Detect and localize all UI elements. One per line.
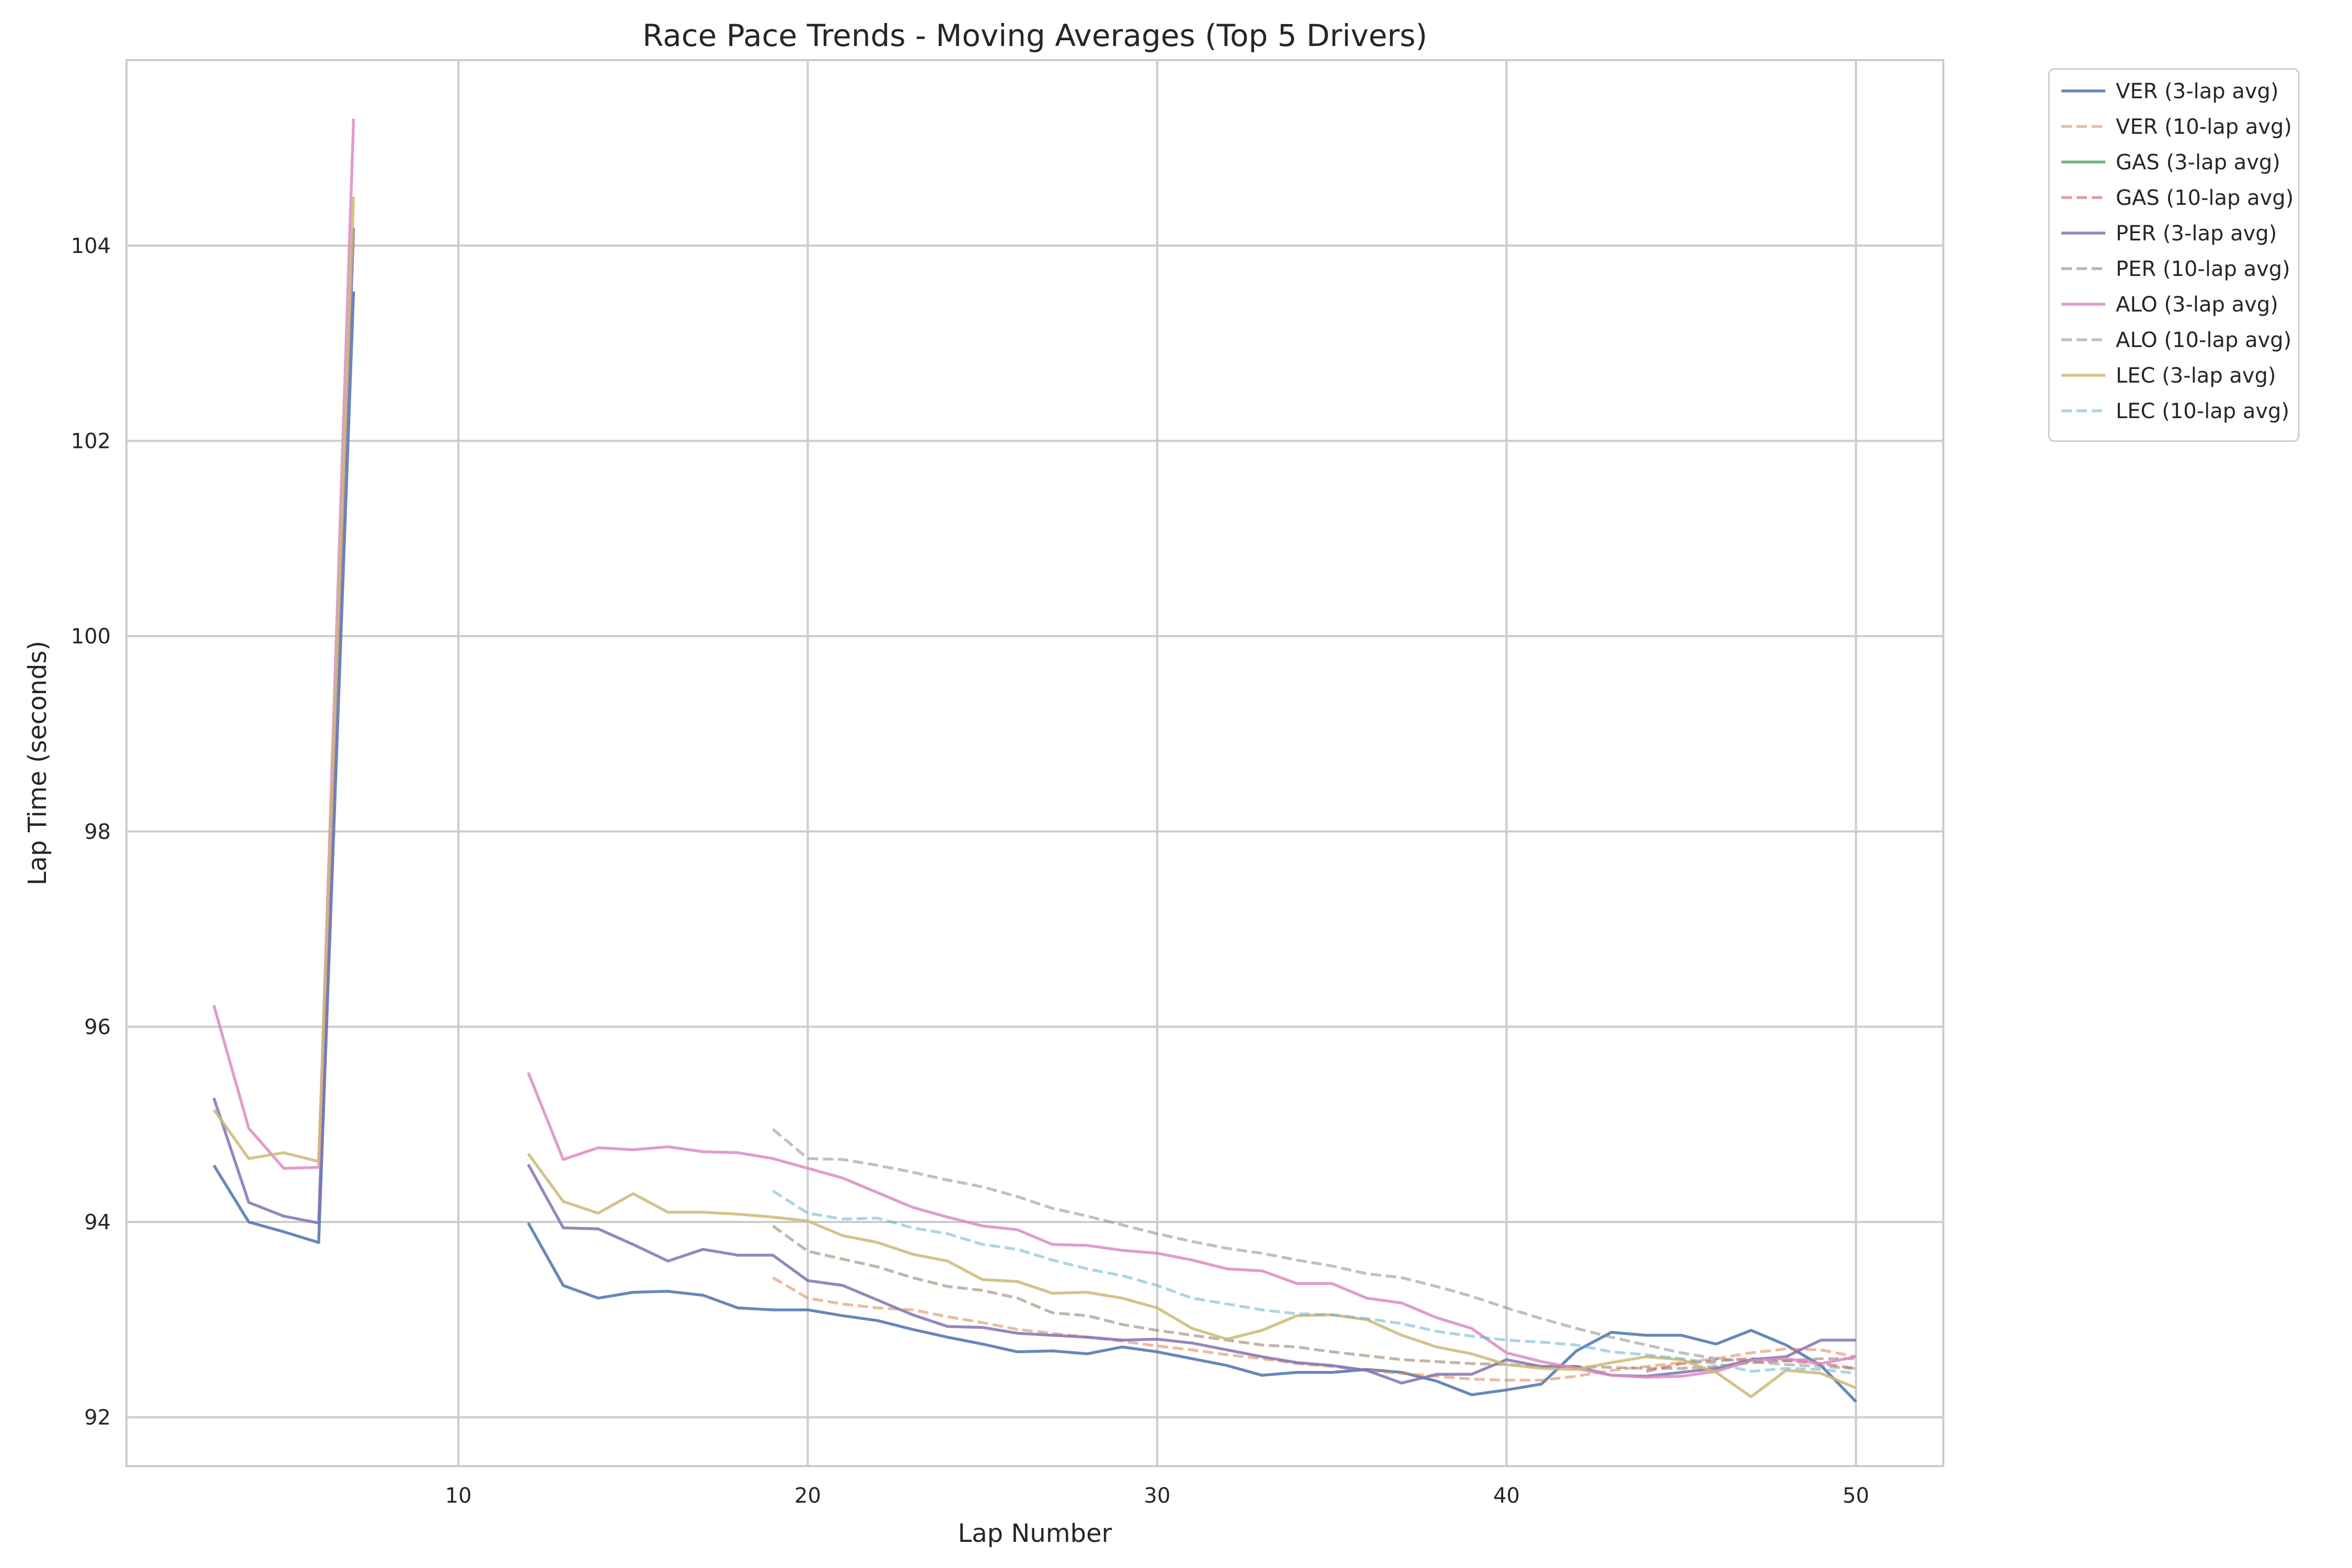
legend-label-9: LEC (10-lap avg) — [2116, 399, 2289, 423]
y-axis-label: Lap Time (seconds) — [23, 641, 52, 885]
plot-frame — [125, 59, 1944, 1467]
series-line-4 — [212, 228, 355, 1225]
y-tick-label: 94 — [84, 1210, 111, 1235]
series-line-6 — [527, 1072, 1857, 1379]
legend-label-3: GAS (10-lap avg) — [2116, 186, 2293, 210]
x-tick-label: 50 — [1842, 1484, 1869, 1508]
y-tick-label: 92 — [84, 1406, 111, 1430]
y-tick-label: 104 — [71, 234, 111, 258]
legend-label-6: ALO (3-lap avg) — [2116, 293, 2278, 317]
y-tick-label: 102 — [71, 430, 111, 454]
series-line-5 — [772, 1225, 1856, 1370]
series-line-0 — [527, 1222, 1857, 1403]
series-line-7 — [771, 1128, 1857, 1370]
legend-label-5: PER (10-lap avg) — [2116, 257, 2290, 281]
y-tick-label: 98 — [84, 820, 111, 844]
chart-title: Race Pace Trends - Moving Averages (Top … — [642, 18, 1427, 53]
legend-label-0: VER (3-lap avg) — [2116, 79, 2279, 103]
y-tick-label: 100 — [71, 625, 111, 649]
series-line-9 — [772, 1189, 1857, 1375]
legend: VER (3-lap avg) VER (10-lap avg) GAS (3-la… — [2048, 68, 2300, 442]
x-tick-label: 20 — [794, 1484, 821, 1508]
x-tick-label: 40 — [1493, 1484, 1520, 1508]
legend-label-8: LEC (3-lap avg) — [2116, 364, 2276, 388]
legend-label-2: GAS (3-lap avg) — [2116, 151, 2280, 175]
x-axis-label: Lap Number — [958, 1519, 1112, 1548]
x-tick-label: 10 — [445, 1484, 472, 1508]
legend-label-1: VER (10-lap avg) — [2116, 115, 2292, 139]
x-tick-label: 30 — [1144, 1484, 1171, 1508]
legend-label-7: ALO (10-lap avg) — [2116, 328, 2291, 352]
legend-label-4: PER (3-lap avg) — [2116, 222, 2277, 246]
series-line-8 — [527, 1152, 1857, 1399]
y-tick-label: 96 — [84, 1015, 111, 1039]
series-line-8 — [212, 197, 355, 1163]
legend-frame — [2048, 68, 2300, 442]
